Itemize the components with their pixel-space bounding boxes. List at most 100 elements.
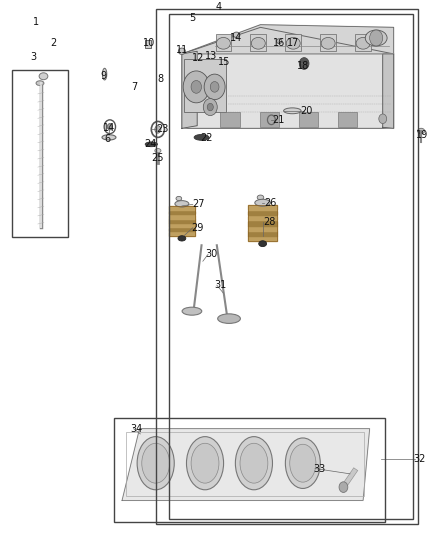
Polygon shape [169, 215, 195, 219]
Ellipse shape [240, 443, 268, 483]
Ellipse shape [255, 199, 271, 206]
Bar [338, 112, 357, 127]
Bar [126, 432, 364, 496]
Text: 21: 21 [272, 115, 285, 125]
Ellipse shape [178, 236, 186, 241]
Circle shape [207, 103, 213, 111]
Ellipse shape [356, 37, 370, 49]
Ellipse shape [290, 445, 316, 482]
Ellipse shape [194, 134, 209, 140]
Polygon shape [248, 205, 277, 210]
Polygon shape [248, 226, 277, 231]
Text: 14: 14 [103, 123, 115, 133]
Circle shape [210, 82, 219, 92]
Polygon shape [248, 237, 277, 241]
Text: 33: 33 [313, 464, 325, 473]
Text: 30: 30 [205, 249, 218, 260]
Bar [320, 34, 336, 51]
Ellipse shape [257, 195, 264, 200]
Text: 7: 7 [131, 82, 137, 92]
Ellipse shape [418, 128, 425, 134]
Bar [184, 59, 226, 112]
Bar [299, 112, 318, 127]
Text: 26: 26 [264, 198, 277, 208]
Bar [248, 205, 277, 241]
Text: 24: 24 [144, 139, 156, 149]
Text: 31: 31 [214, 280, 226, 290]
Polygon shape [248, 216, 277, 220]
Ellipse shape [102, 135, 116, 140]
Ellipse shape [259, 241, 267, 247]
Text: 14: 14 [230, 33, 243, 43]
Ellipse shape [216, 37, 230, 49]
Ellipse shape [39, 73, 48, 80]
Circle shape [183, 71, 209, 103]
Ellipse shape [182, 307, 202, 315]
Text: 27: 27 [192, 199, 205, 209]
Polygon shape [122, 429, 370, 500]
Circle shape [307, 114, 314, 124]
Circle shape [191, 80, 201, 93]
Text: 22: 22 [201, 133, 213, 143]
Text: 20: 20 [300, 106, 312, 116]
Ellipse shape [176, 196, 182, 200]
Circle shape [203, 99, 217, 116]
Circle shape [155, 126, 161, 133]
Text: 3: 3 [30, 52, 36, 62]
Text: 5: 5 [190, 13, 196, 23]
Circle shape [268, 114, 276, 124]
Bar [220, 112, 240, 127]
Text: 2: 2 [50, 38, 56, 49]
Text: 9: 9 [100, 71, 106, 81]
Text: 16: 16 [273, 38, 286, 49]
Text: 8: 8 [157, 74, 163, 84]
Ellipse shape [277, 39, 282, 44]
Bar [145, 40, 151, 47]
Polygon shape [169, 219, 195, 223]
Polygon shape [182, 51, 197, 128]
Text: 18: 18 [297, 61, 309, 70]
Ellipse shape [233, 32, 240, 37]
Text: 11: 11 [176, 45, 188, 55]
Circle shape [344, 114, 352, 124]
Bar [169, 14, 413, 519]
Bar [215, 34, 231, 51]
Ellipse shape [155, 149, 161, 153]
Text: 1: 1 [32, 17, 39, 27]
Ellipse shape [102, 68, 107, 80]
Polygon shape [169, 228, 195, 231]
Ellipse shape [321, 37, 335, 49]
Bar [286, 34, 301, 51]
Bar [155, 9, 418, 524]
Bar [251, 34, 266, 51]
Polygon shape [383, 54, 394, 128]
Ellipse shape [286, 438, 320, 488]
Ellipse shape [142, 443, 170, 483]
Text: 34: 34 [130, 424, 142, 434]
Text: 6: 6 [105, 134, 111, 144]
Polygon shape [169, 223, 195, 227]
Ellipse shape [365, 30, 387, 46]
Bar [355, 34, 371, 51]
Text: 15: 15 [218, 57, 230, 67]
Text: 13: 13 [205, 51, 218, 61]
Ellipse shape [137, 437, 174, 490]
Text: 12: 12 [192, 53, 204, 63]
Circle shape [339, 482, 348, 492]
Polygon shape [169, 211, 195, 214]
Ellipse shape [284, 108, 301, 114]
Circle shape [228, 114, 236, 124]
Ellipse shape [187, 437, 223, 490]
Ellipse shape [191, 443, 219, 483]
Text: 29: 29 [191, 223, 203, 233]
Text: 19: 19 [416, 130, 428, 140]
Circle shape [107, 124, 113, 130]
Bar [12, 70, 68, 237]
Ellipse shape [175, 200, 189, 207]
Circle shape [370, 30, 383, 46]
Ellipse shape [178, 48, 185, 54]
Polygon shape [169, 232, 195, 236]
Bar [260, 112, 279, 127]
Polygon shape [248, 221, 277, 225]
Polygon shape [182, 25, 394, 54]
